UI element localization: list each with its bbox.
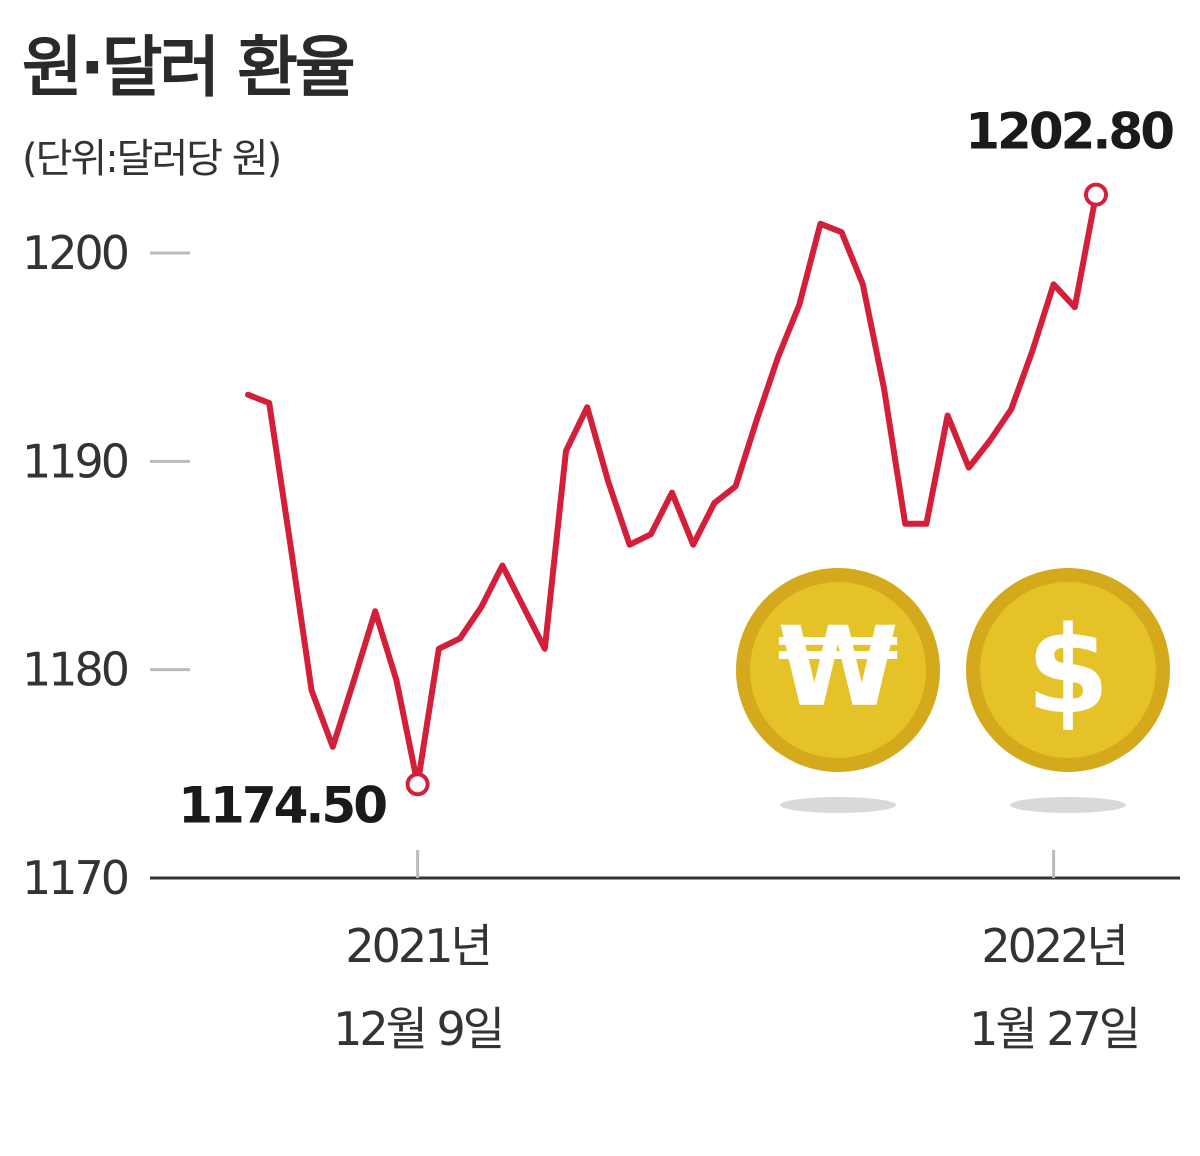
x-tick-label: 2022년 [981,919,1125,973]
unit-label: (단위:달러당 원) [22,136,282,182]
data-label: 1202.80 [965,103,1173,161]
annotation-marker [1084,182,1108,207]
y-tick-label: 1190 [22,434,128,488]
series-line [245,191,1099,788]
annotations: 1174.50 1202.80 [178,103,1176,835]
y-axis-ticks: 1170 1180 1190 1200 [22,226,190,905]
y-tick-label: 1200 [22,226,128,280]
x-tick-label: 1월 27일 [969,1002,1138,1056]
series-line-group [245,191,1099,788]
x-tick-label: 12월 9일 [333,1002,502,1056]
x-tick-label: 2021년 [345,919,489,973]
dollar-coin-face [980,582,1156,758]
y-tick-label: 1180 [22,643,128,697]
won-coin-icon: ₩ [736,568,940,813]
annotation-marker [405,772,430,797]
won-coin-face [750,582,926,758]
y-tick-label: 1170 [22,851,128,905]
dollar-coin-shadow [1010,797,1126,813]
x-axis: 2021년 12월 9일 2022년 1월 27일 [150,850,1180,1056]
chart-title: 원·달러 환율 [22,29,356,106]
dollar-symbol: $ [1026,602,1110,741]
won-coin-shadow [780,797,896,813]
won-symbol: ₩ [777,603,898,731]
data-label: 1174.50 [178,776,386,834]
dollar-coin-icon: $ [966,568,1170,813]
